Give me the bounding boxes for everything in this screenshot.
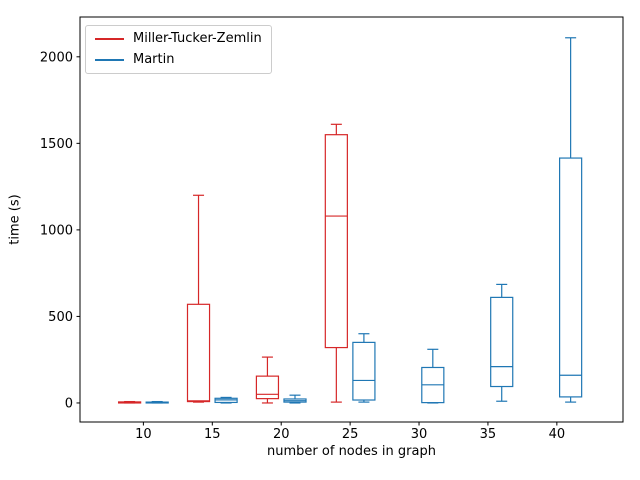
x-tick-label: 15 xyxy=(204,427,221,442)
legend-label: Miller-Tucker-Zemlin xyxy=(133,31,262,46)
legend-line-icon xyxy=(95,38,124,40)
y-tick-label: 500 xyxy=(48,310,73,325)
y-tick-label: 0 xyxy=(65,396,73,411)
legend-item-martin[interactable]: Martin xyxy=(95,52,262,68)
box xyxy=(352,341,376,401)
y-tick-label: 1000 xyxy=(40,223,73,238)
y-axis-title: time (s) xyxy=(7,194,23,245)
axes-frame xyxy=(79,16,624,423)
legend-item-miller-tucker-zemlin[interactable]: Miller-Tucker-Zemlin xyxy=(95,31,262,47)
box xyxy=(255,375,280,400)
box xyxy=(559,157,583,398)
legend-line-icon xyxy=(95,59,124,61)
x-tick-label: 30 xyxy=(411,427,428,442)
y-tick-label: 1500 xyxy=(40,137,73,152)
x-tick-label: 40 xyxy=(549,427,566,442)
box xyxy=(324,134,348,349)
x-tick-label: 20 xyxy=(273,427,290,442)
x-axis-title: number of nodes in graph xyxy=(267,444,436,459)
legend: Miller-Tucker-Zemlin Martin xyxy=(85,25,272,74)
box xyxy=(490,296,514,388)
x-tick-label: 35 xyxy=(480,427,497,442)
y-tick-label: 2000 xyxy=(40,50,73,65)
x-tick-label: 10 xyxy=(135,427,152,442)
x-tick-label: 25 xyxy=(342,427,359,442)
box xyxy=(186,303,211,403)
legend-label: Martin xyxy=(133,52,175,67)
